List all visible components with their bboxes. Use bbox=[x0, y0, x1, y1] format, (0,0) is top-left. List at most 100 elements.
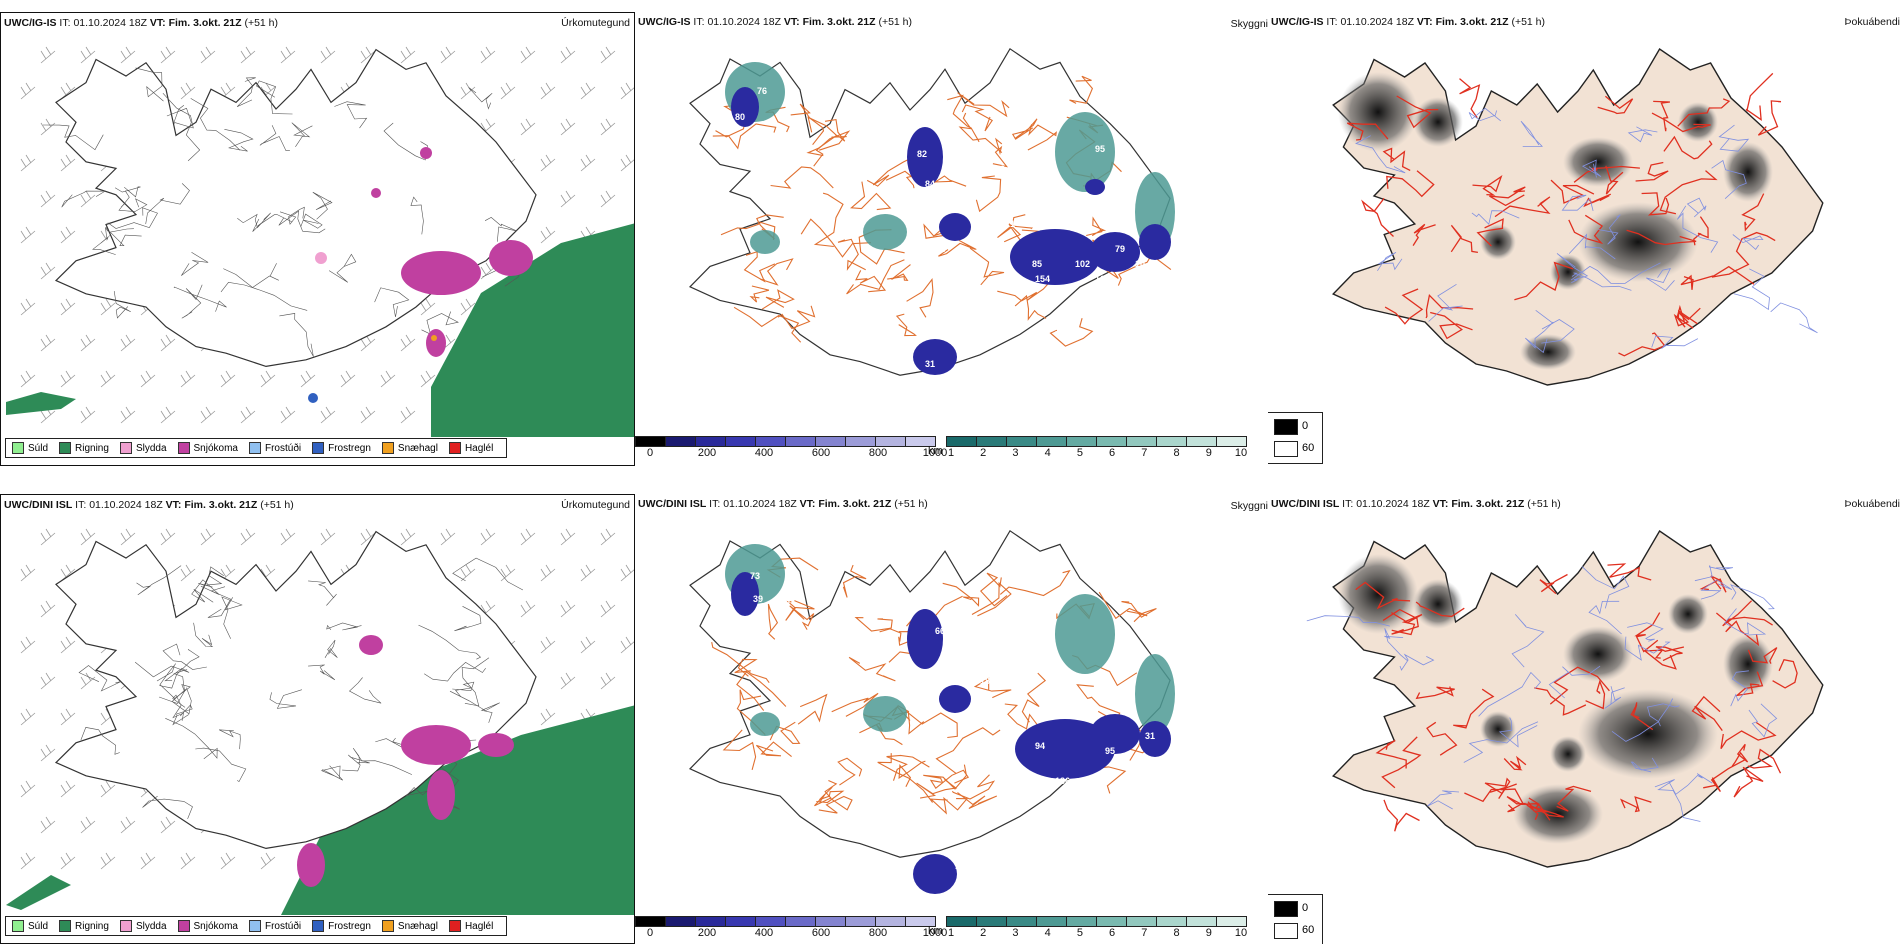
cloud-base-label: 66 bbox=[935, 626, 945, 636]
panel-field-title: Skyggni bbox=[1230, 18, 1268, 30]
cloud-legend-label-0: 0 bbox=[1302, 902, 1309, 914]
map-line bbox=[1718, 124, 1750, 152]
wind-barb bbox=[40, 600, 56, 618]
map-line bbox=[969, 247, 1005, 286]
map-line bbox=[181, 284, 203, 319]
cloud-base-label: 183 bbox=[1035, 806, 1050, 816]
map-line bbox=[1498, 717, 1538, 748]
cloud-base-label: 67 bbox=[955, 189, 965, 199]
map-line bbox=[278, 210, 326, 234]
map-line bbox=[1668, 773, 1713, 795]
cloud-base-label: 100 bbox=[955, 861, 970, 871]
wind-barb bbox=[360, 406, 376, 424]
colorbar-cell bbox=[906, 916, 936, 927]
wind-barb bbox=[120, 406, 136, 424]
map-line bbox=[334, 101, 368, 129]
low-ceiling-area bbox=[1090, 714, 1140, 754]
map-line bbox=[1520, 120, 1543, 147]
map-line bbox=[961, 104, 993, 132]
map-line bbox=[1732, 234, 1764, 250]
map-line bbox=[837, 238, 866, 271]
map-line bbox=[1715, 612, 1760, 647]
legend-label: Snæhagl bbox=[397, 920, 438, 932]
colorbar-cell bbox=[666, 916, 696, 927]
map-line bbox=[326, 622, 362, 631]
colorbar-cell bbox=[1217, 436, 1247, 447]
map-line bbox=[135, 67, 164, 102]
cloud-base-label: 79 bbox=[1115, 244, 1125, 254]
map-line bbox=[1514, 261, 1574, 301]
map-line bbox=[1426, 721, 1458, 756]
wind-barb bbox=[540, 708, 556, 726]
map-line bbox=[158, 687, 192, 715]
map-line bbox=[1699, 575, 1727, 593]
colorbar-cell bbox=[726, 436, 756, 447]
map-line bbox=[1581, 566, 1630, 609]
cloud-base-label: 164 bbox=[1095, 274, 1110, 284]
wind-barb bbox=[60, 154, 76, 172]
visibility-ceiling-map: 76 80 71 82 84 140 21 122 95 9 67 72 21 85 102 79 154 164… bbox=[688, 47, 1185, 392]
map-line bbox=[831, 692, 879, 717]
map-line bbox=[269, 689, 302, 709]
legend-item-slydda: Slydda bbox=[119, 920, 167, 932]
wind-barb bbox=[520, 528, 536, 546]
wind-barb bbox=[60, 370, 76, 388]
map-line bbox=[198, 566, 224, 588]
cloud-base-label: 84 bbox=[925, 179, 935, 189]
cloud-base-label: 95 bbox=[1105, 746, 1115, 756]
map-line bbox=[1568, 214, 1604, 245]
wind-barb bbox=[320, 528, 336, 546]
map-line bbox=[449, 690, 500, 723]
map-line bbox=[452, 681, 475, 698]
colorbar-cell bbox=[1127, 916, 1157, 927]
fog-area bbox=[1338, 72, 1418, 152]
wind-barb bbox=[20, 564, 36, 582]
map-line bbox=[1430, 311, 1473, 340]
map-line bbox=[1386, 170, 1435, 198]
precip-type-map bbox=[6, 528, 634, 915]
map-line bbox=[1653, 100, 1670, 132]
map-line bbox=[308, 664, 336, 681]
map-line bbox=[1730, 670, 1749, 707]
wind-barb bbox=[620, 82, 634, 100]
map-line bbox=[1597, 95, 1634, 115]
map-line bbox=[806, 116, 838, 157]
wind-barb bbox=[400, 528, 416, 546]
colorbar-cell bbox=[1217, 916, 1247, 927]
map-line bbox=[136, 565, 182, 596]
wind-barb bbox=[580, 564, 596, 582]
map-line bbox=[1627, 622, 1664, 642]
map-line bbox=[1720, 721, 1777, 750]
colorbar-tick: 4 bbox=[1044, 927, 1051, 939]
colorbar-tick: 5 bbox=[1076, 927, 1083, 939]
map-line bbox=[1635, 161, 1669, 182]
fog-area bbox=[1563, 137, 1633, 187]
wind-barb bbox=[480, 262, 496, 280]
map-line bbox=[42, 124, 104, 151]
map-line bbox=[1375, 739, 1407, 769]
map-line bbox=[1468, 107, 1502, 122]
fog-area bbox=[1550, 736, 1586, 772]
map-line bbox=[279, 206, 305, 225]
cloud-base-label: 72 bbox=[935, 244, 945, 254]
cloud-base-label: 222 bbox=[1060, 811, 1075, 821]
cloud-base-label: 95 bbox=[1095, 144, 1105, 154]
map-line bbox=[1384, 628, 1408, 661]
wind-barb bbox=[220, 370, 236, 388]
map-line bbox=[797, 693, 828, 725]
low-ceiling-area bbox=[907, 127, 943, 187]
map-line bbox=[424, 662, 486, 682]
wind-barb bbox=[80, 46, 96, 64]
wind-barb bbox=[600, 190, 616, 208]
legend-label: Frostregn bbox=[328, 442, 371, 454]
colorbar-tick: 200 bbox=[697, 927, 717, 939]
legend-swatch bbox=[248, 442, 261, 454]
colorbar-tick: 200 bbox=[697, 447, 717, 459]
low-ceiling-area bbox=[913, 339, 957, 375]
fog-area bbox=[1520, 334, 1576, 370]
map-line bbox=[410, 196, 424, 235]
colorbar-tick: 400 bbox=[754, 927, 774, 939]
colorbar-cell bbox=[846, 436, 876, 447]
cloud-base-label: 67 bbox=[960, 711, 970, 721]
legend-swatch bbox=[119, 920, 132, 932]
